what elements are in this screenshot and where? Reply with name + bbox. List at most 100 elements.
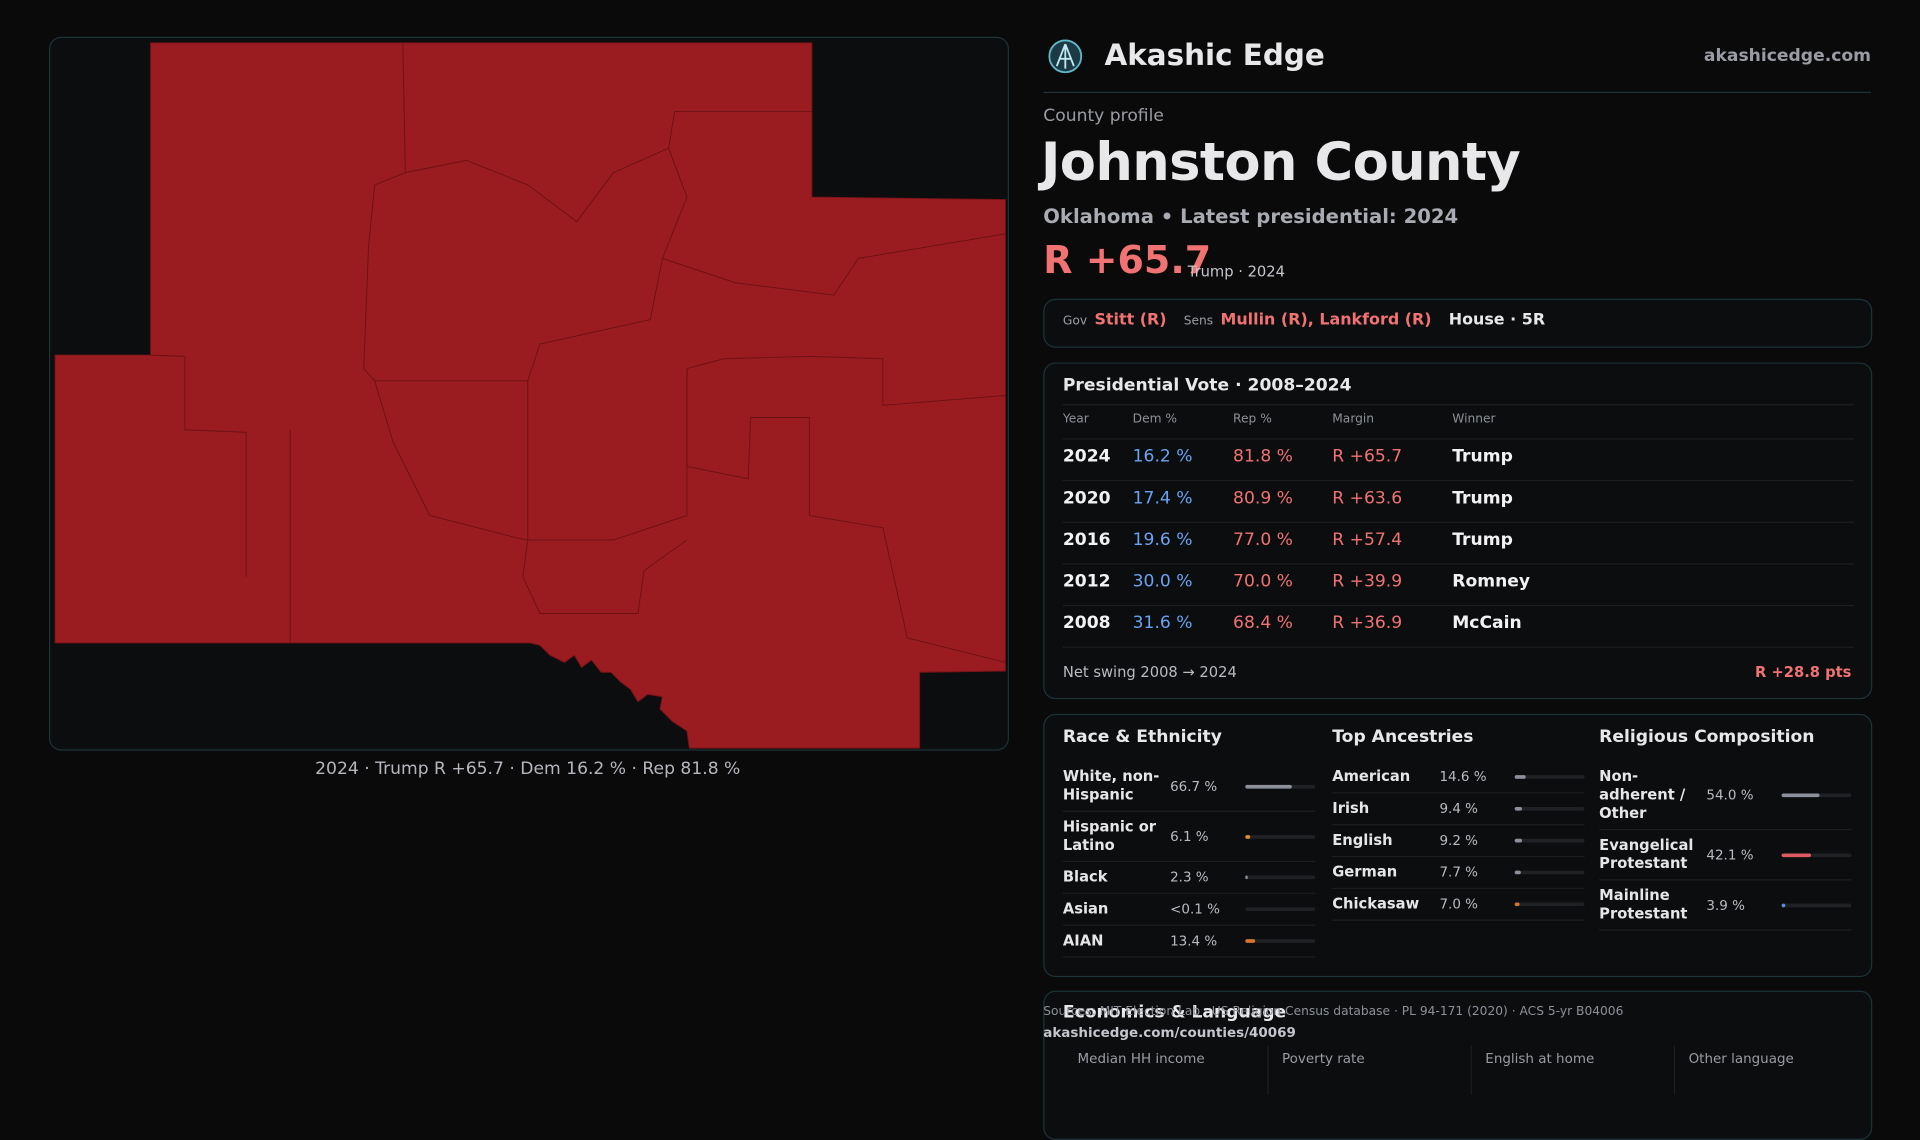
table-cell: 81.8 % (1233, 447, 1293, 467)
swing-value: R +28.8 pts (1755, 664, 1851, 681)
table-cell: Trump (1452, 447, 1513, 467)
table-cell: McCain (1452, 613, 1521, 633)
domain[interactable]: akashicedge.com (1704, 47, 1871, 67)
bar (1515, 902, 1520, 906)
bar-track (1515, 775, 1584, 779)
house: House · 5R (1449, 311, 1545, 329)
bar-track (1246, 907, 1315, 911)
item-value: 6.1 % (1170, 828, 1246, 844)
item-value: 9.4 % (1439, 801, 1515, 817)
economics-label: Poverty rate (1282, 1051, 1365, 1067)
row-divider (1063, 404, 1854, 405)
item-label: Asian (1063, 900, 1170, 918)
item-label: White, non-Hispanic (1063, 768, 1170, 805)
table-cell: Trump (1452, 489, 1513, 509)
bar (1246, 876, 1248, 880)
officials: Gov Stitt (R) Sens Mullin (R), Lankford … (1063, 311, 1545, 329)
gov-label: Gov (1063, 315, 1087, 328)
item-value: 42.1 % (1706, 847, 1782, 863)
column-divider (1674, 1046, 1675, 1095)
table-cell: 80.9 % (1233, 489, 1293, 509)
margin-note: Trump · 2024 (1188, 263, 1285, 280)
item-label: American (1332, 768, 1439, 786)
row-divider (1063, 647, 1854, 648)
item-value: 13.4 % (1170, 933, 1246, 949)
economics-label: Median HH income (1078, 1051, 1205, 1067)
row-divider (1063, 563, 1854, 564)
table-cell: 70.0 % (1233, 572, 1293, 592)
bar (1782, 793, 1820, 797)
bar-track (1246, 939, 1315, 943)
ancestry-title: Top Ancestries (1332, 727, 1473, 747)
item-label: Hispanic or Latino (1063, 818, 1170, 855)
item-label: Black (1063, 868, 1170, 886)
bar-track (1782, 903, 1851, 907)
sources: Sources: MIT Election Lab · US Religion … (1043, 1005, 1623, 1018)
root: 2024 · Trump R +65.7 · Dem 16.2 % · Rep … (0, 0, 1920, 1080)
bar (1515, 775, 1525, 779)
table-cell: 2016 (1063, 530, 1111, 550)
headline-margin: R +65.7 (1043, 239, 1211, 283)
bar (1246, 834, 1250, 838)
economics-label: English at home (1485, 1051, 1594, 1067)
bar-track (1515, 902, 1584, 906)
item-label: Mainline Protestant (1599, 887, 1706, 924)
table-cell: 16.2 % (1133, 447, 1193, 467)
bar (1246, 784, 1293, 788)
map-panel (49, 37, 1009, 751)
table-cell: R +36.9 (1332, 613, 1402, 633)
page-url[interactable]: akashicedge.com/counties/40069 (1043, 1025, 1296, 1041)
item-label: Irish (1332, 800, 1439, 818)
column-header: Margin (1332, 413, 1374, 426)
religion-title: Religious Composition (1599, 727, 1814, 747)
item-value: 9.2 % (1439, 833, 1515, 849)
bar-track (1246, 834, 1315, 838)
table-cell: 31.6 % (1133, 613, 1193, 633)
table-cell: Trump (1452, 530, 1513, 550)
item-label: German (1332, 863, 1439, 881)
table-cell: 2020 (1063, 489, 1111, 509)
row-divider (1063, 438, 1854, 439)
table-cell: 2024 (1063, 447, 1111, 467)
swing-label: Net swing 2008 → 2024 (1063, 664, 1237, 681)
table-cell: R +39.9 (1332, 572, 1402, 592)
item-label: English (1332, 831, 1439, 849)
subtitle: Oklahoma • Latest presidential: 2024 (1043, 204, 1458, 227)
bar (1246, 939, 1255, 943)
table-cell: 17.4 % (1133, 489, 1193, 509)
table-cell: 77.0 % (1233, 530, 1293, 550)
bar-track (1515, 807, 1584, 811)
divider (1043, 92, 1871, 93)
column-divider (1471, 1046, 1472, 1095)
column-divider (1267, 1046, 1268, 1095)
sens-label: Sens (1184, 315, 1213, 328)
table-cell: 2008 (1063, 613, 1111, 633)
bar (1782, 853, 1811, 857)
kicker: County profile (1043, 107, 1164, 127)
race-title: Race & Ethnicity (1063, 727, 1222, 747)
county-name: Johnston County (1041, 132, 1520, 193)
bar (1782, 903, 1785, 907)
table-cell: 30.0 % (1133, 572, 1193, 592)
map-caption: 2024 · Trump R +65.7 · Dem 16.2 % · Rep … (49, 759, 1007, 779)
row-divider (1063, 480, 1854, 481)
governor: Stitt (R) (1094, 311, 1166, 329)
brand: Akashic Edge (1104, 38, 1324, 72)
column-header: Winner (1452, 413, 1495, 426)
table-cell: 2012 (1063, 572, 1111, 592)
table-cell: 68.4 % (1233, 613, 1293, 633)
bar (1515, 807, 1522, 811)
item-value: 66.7 % (1170, 778, 1246, 794)
logo (1047, 38, 1084, 75)
